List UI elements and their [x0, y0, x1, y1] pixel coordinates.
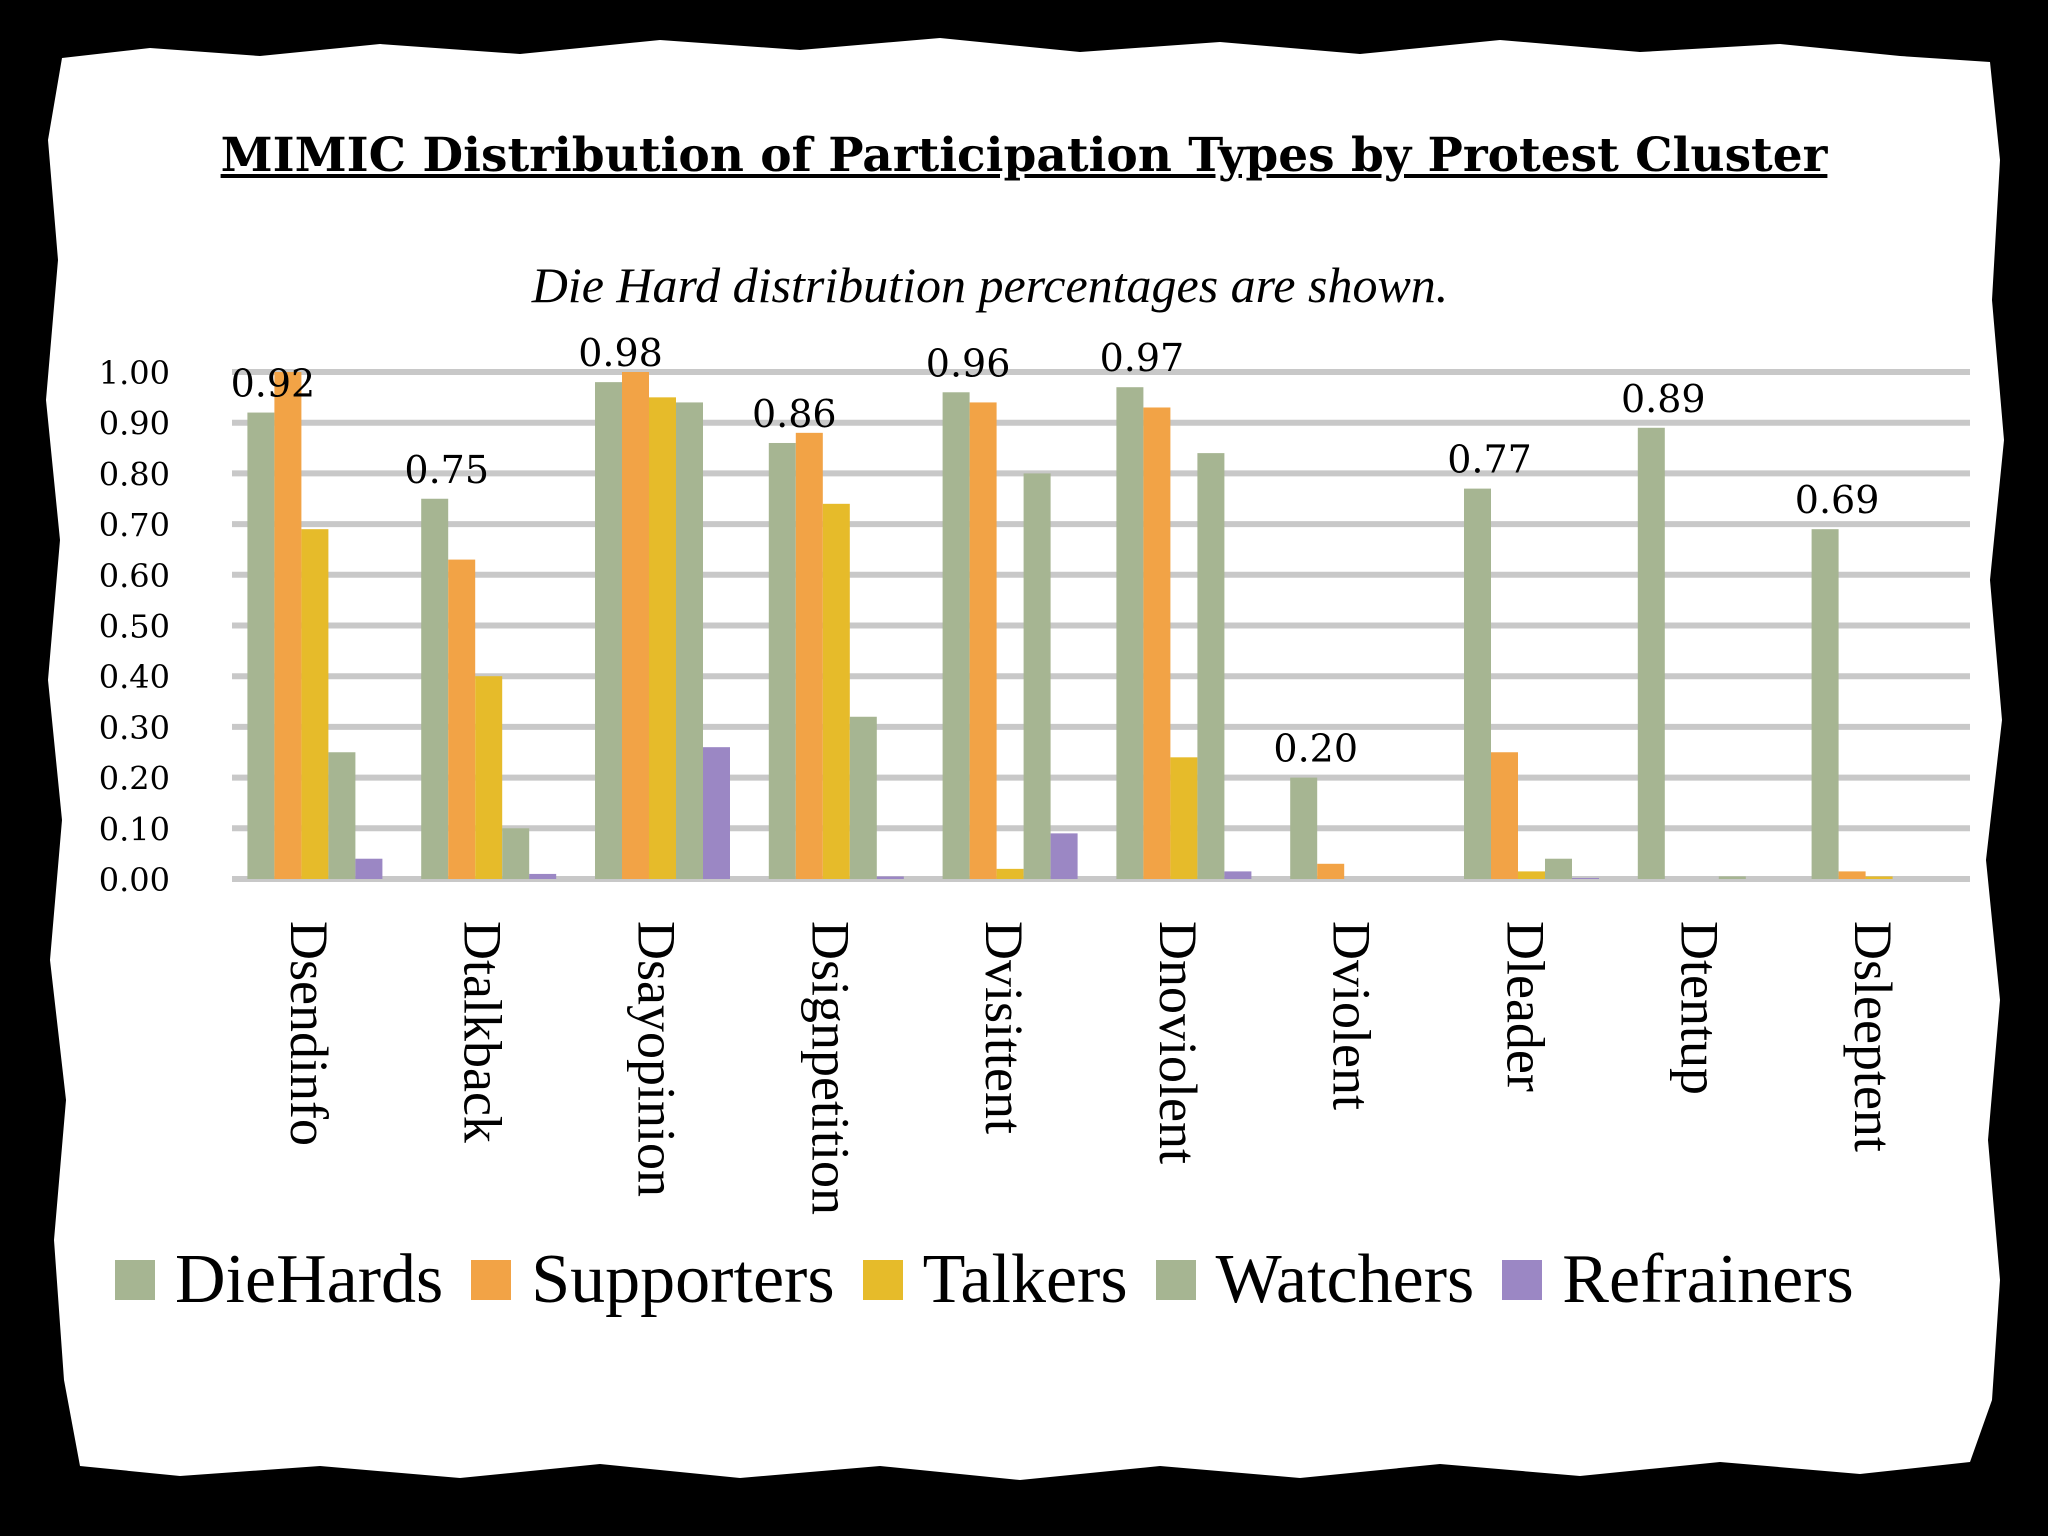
- chart-legend: DieHards Supporters Talkers Watchers Refrain…: [115, 1240, 1965, 1320]
- x-tick-label: Dnoviolent: [1148, 921, 1208, 1164]
- bar-talkers: [996, 868, 1024, 879]
- x-tick-label: Dvisittent: [974, 921, 1034, 1134]
- y-tick-label: 0.40: [99, 658, 170, 696]
- y-tick-label: 0.20: [99, 760, 170, 798]
- data-label: 0.97: [1100, 336, 1185, 380]
- bar-watchers: [1023, 473, 1051, 879]
- y-tick-label: 0.00: [99, 861, 170, 899]
- bar-talkers: [475, 676, 503, 879]
- bar-watchers: [328, 752, 356, 879]
- legend-item-watchers: Watchers: [1155, 1240, 1475, 1320]
- data-label: 0.96: [926, 341, 1011, 385]
- bar-watchers: [502, 828, 530, 879]
- bar-diehards: [1116, 387, 1144, 879]
- x-tick-label: Dsignpetition: [800, 921, 860, 1215]
- bar-talkers: [1170, 757, 1198, 879]
- bar-diehards: [421, 498, 449, 879]
- bar-diehards: [595, 382, 622, 879]
- legend-label: Supporters: [531, 1241, 835, 1318]
- x-tick-label: Dsayopinion: [627, 921, 687, 1197]
- bar-refrainers: [1224, 871, 1252, 879]
- bar-talkers: [649, 397, 676, 879]
- bar-refrainers: [355, 858, 383, 879]
- legend-label: Talkers: [922, 1241, 1128, 1318]
- data-label: 0.20: [1273, 727, 1358, 771]
- legend-label: Refrainers: [1562, 1241, 1854, 1318]
- gridlines: [232, 369, 1970, 882]
- y-tick-label: 0.80: [99, 455, 170, 493]
- bar-supporters: [1317, 863, 1345, 879]
- bar-diehards: [1811, 529, 1839, 879]
- y-tick-label: 0.10: [99, 810, 170, 848]
- bar-diehards: [942, 392, 970, 879]
- data-labels: 0.92 0.75 0.98 0.86 0.96 0.97 0.20 0.77 0.89 0.69: [231, 331, 1880, 770]
- bar-supporters: [795, 432, 823, 879]
- data-label: 0.92: [231, 362, 316, 406]
- data-label: 0.89: [1621, 377, 1706, 421]
- bar-talkers: [822, 503, 850, 879]
- bar-diehards: [1464, 488, 1491, 879]
- bar-supporters: [969, 402, 997, 879]
- y-tick-label: 0.70: [99, 506, 170, 544]
- x-axis-ticks: Dsendinfo Dtalkback Dsayopinion Dsignpetiti…: [279, 921, 1903, 1215]
- legend-swatch: [115, 1260, 155, 1300]
- bar-refrainers: [876, 876, 904, 879]
- bar-supporters: [1838, 871, 1866, 879]
- chart-title: MIMIC Distribution of Participation Type…: [220, 128, 1828, 183]
- legend-item-supporters: Supporters: [471, 1240, 835, 1320]
- bar-refrainers: [703, 747, 730, 879]
- bar-refrainers: [529, 873, 557, 879]
- data-label: 0.69: [1795, 478, 1880, 522]
- bar-supporters: [1143, 407, 1171, 879]
- bar-diehards: [1637, 427, 1665, 879]
- x-tick-label: Dtalkback: [453, 921, 513, 1143]
- y-tick-label: 0.60: [99, 557, 170, 595]
- bar-refrainers: [1050, 833, 1078, 879]
- x-tick-label: Dsleeptent: [1843, 921, 1903, 1152]
- y-tick-label: 0.30: [99, 709, 170, 747]
- x-tick-label: Dviolent: [1322, 921, 1382, 1110]
- bar-watchers: [849, 716, 877, 879]
- bars: [247, 372, 1893, 879]
- bar-diehards: [247, 412, 275, 879]
- bar-talkers: [301, 529, 329, 879]
- bar-diehards: [768, 442, 796, 879]
- legend-item-talkers: Talkers: [862, 1240, 1128, 1320]
- bar-diehards: [1290, 777, 1318, 879]
- data-label: 0.77: [1447, 438, 1532, 482]
- bar-refrainers: [1572, 877, 1599, 879]
- bar-watchers: [676, 402, 703, 879]
- data-label: 0.75: [404, 448, 489, 492]
- legend-label: DieHards: [175, 1241, 444, 1318]
- y-tick-label: 0.90: [99, 405, 170, 443]
- data-label: 0.98: [578, 331, 663, 375]
- y-tick-label: 1.00: [99, 354, 170, 392]
- bar-talkers: [1865, 876, 1893, 879]
- bar-watchers: [1197, 453, 1225, 879]
- legend-item-diehards: DieHards: [115, 1240, 443, 1320]
- y-axis-ticks: 0.00 0.10 0.20 0.30 0.40 0.50 0.60 0.70 0.80 0.90…: [99, 354, 170, 899]
- legend-swatch: [1155, 1260, 1196, 1300]
- bar-supporters: [622, 372, 649, 879]
- bar-watchers: [1545, 858, 1572, 879]
- bar-supporters: [448, 559, 476, 879]
- chart-subtitle: Die Hard distribution percentages are sh…: [531, 257, 1449, 313]
- legend-item-refrainers: Refrainers: [1502, 1240, 1854, 1320]
- x-tick-label: Dtentup: [1669, 921, 1729, 1095]
- bar-talkers: [1518, 871, 1545, 879]
- bar-supporters: [1491, 752, 1518, 879]
- x-tick-label: Dsendinfo: [279, 921, 339, 1146]
- legend-label: Watchers: [1215, 1241, 1475, 1318]
- bar-watchers: [1718, 876, 1746, 879]
- x-tick-label: Dleader: [1496, 921, 1556, 1092]
- bar-supporters: [274, 372, 302, 879]
- legend-swatch: [471, 1260, 512, 1300]
- legend-swatch: [1502, 1260, 1543, 1300]
- legend-swatch: [862, 1260, 903, 1300]
- y-tick-label: 0.50: [99, 608, 170, 646]
- data-label: 0.86: [752, 392, 837, 436]
